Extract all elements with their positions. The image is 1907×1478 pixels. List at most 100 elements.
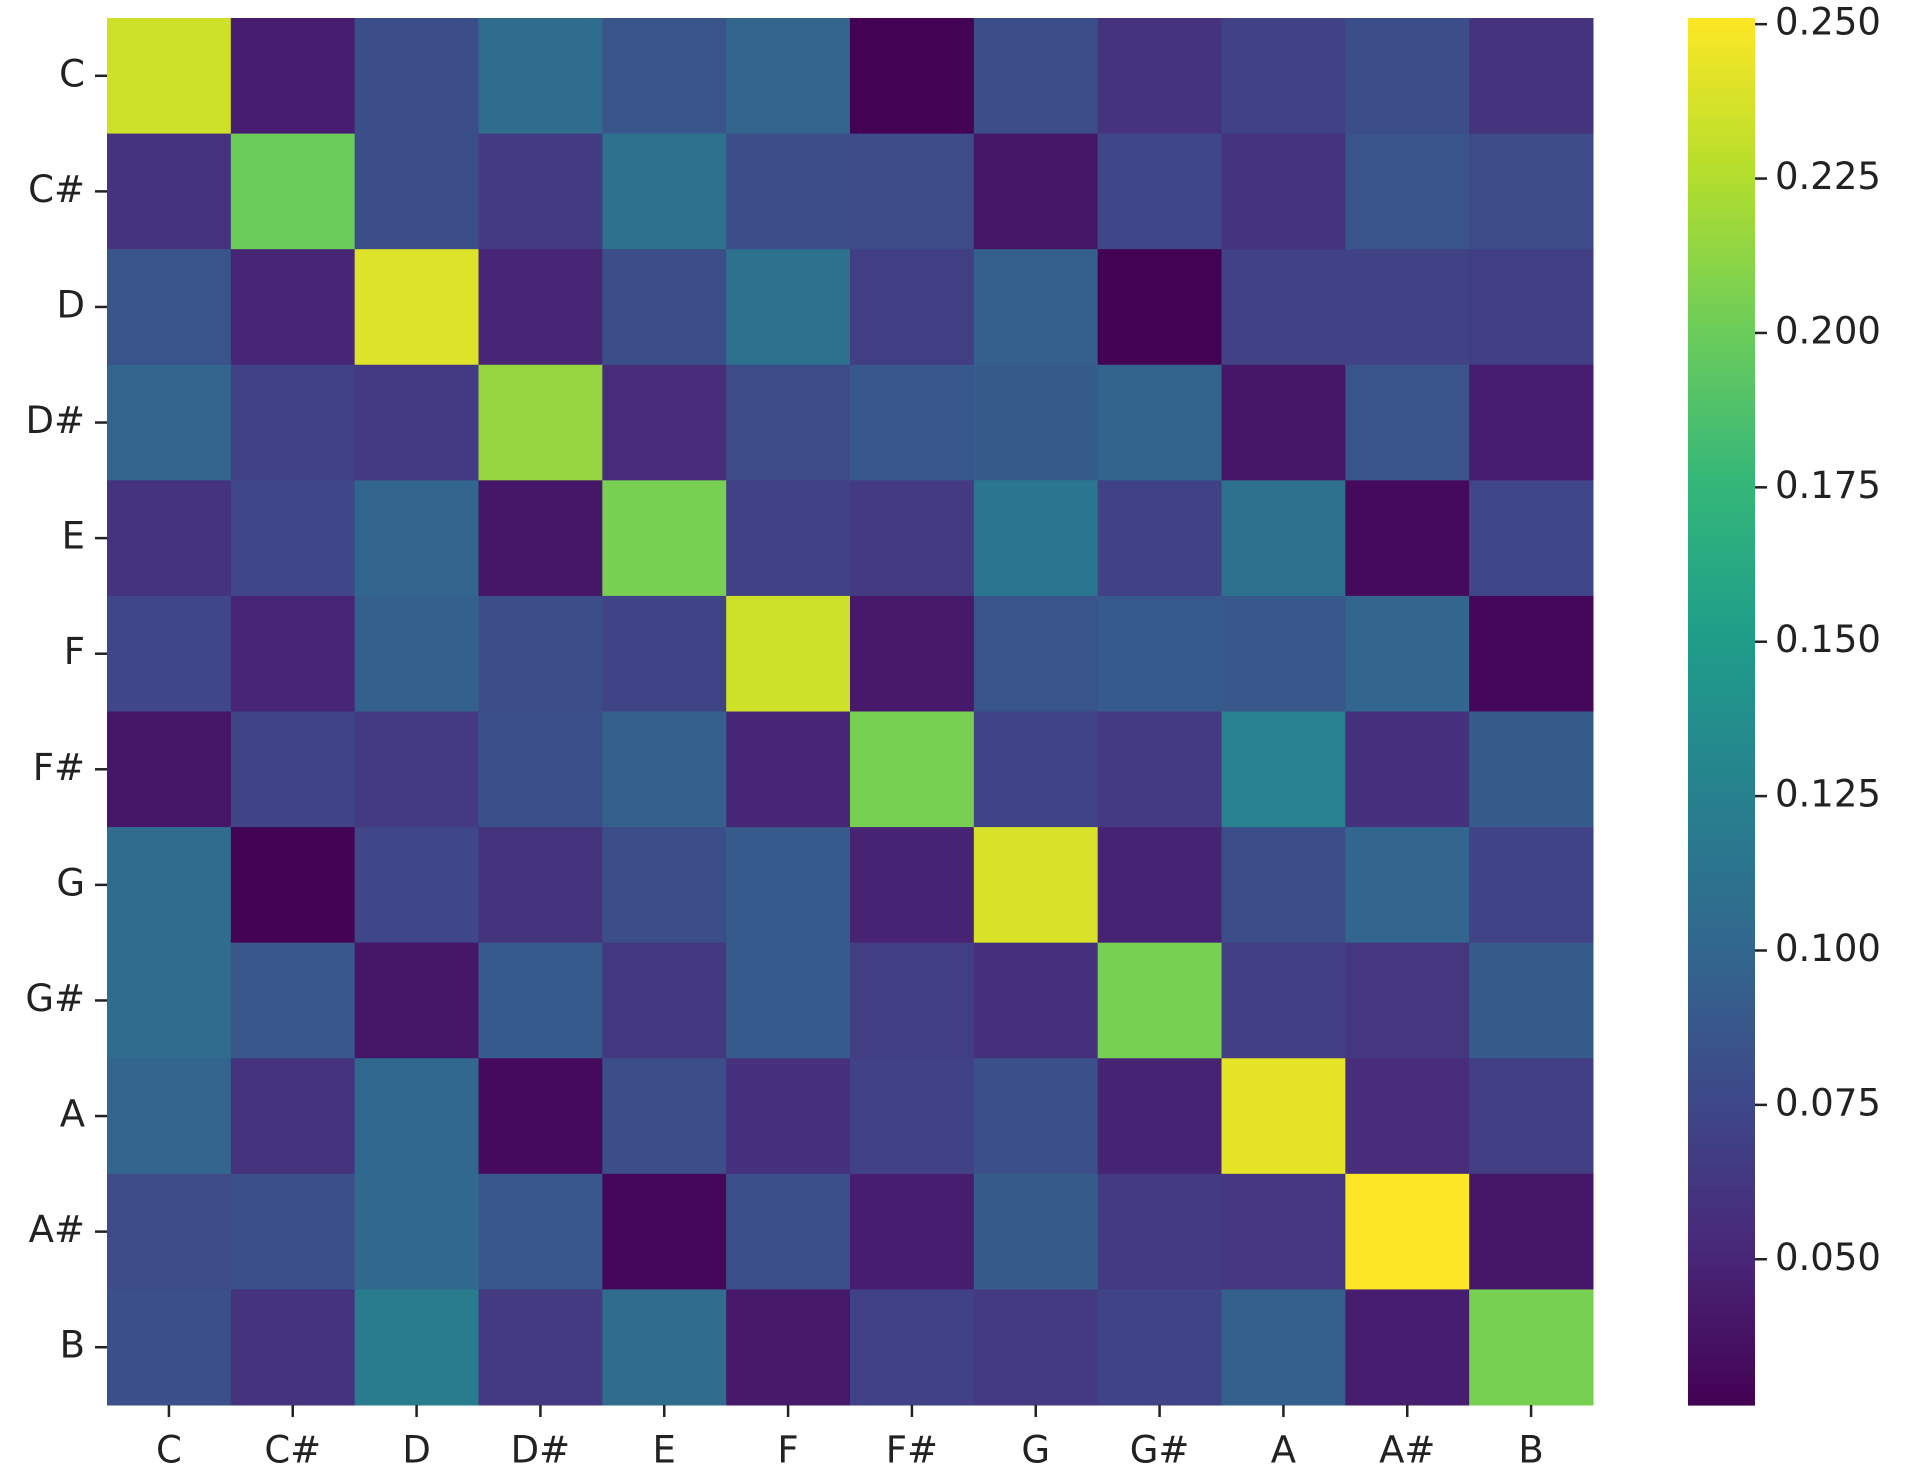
colorbar-segment (1688, 1252, 1755, 1260)
cell (230, 364, 356, 481)
colorbar-segment (1688, 1127, 1755, 1136)
colorbar-segment (1688, 1065, 1755, 1073)
y-tick-label: G (56, 861, 85, 904)
colorbar-segment (1688, 669, 1755, 678)
colorbar-segment (1688, 1363, 1755, 1371)
colorbar-segment (1688, 843, 1755, 851)
cell (1469, 595, 1594, 712)
colorbar-segment (1688, 1300, 1755, 1309)
cell (1221, 1289, 1346, 1406)
colorbar-segment (1688, 912, 1755, 921)
colorbar-segment (1688, 122, 1755, 130)
cell (726, 1058, 851, 1175)
colorbar-segment (1688, 1335, 1755, 1344)
cell (107, 711, 232, 828)
colorbar-segment (1688, 642, 1755, 650)
colorbar-segment (1688, 635, 1755, 643)
colorbar-segment (1688, 905, 1755, 914)
cell (726, 1173, 851, 1290)
cell (602, 595, 727, 712)
colorbar-segment (1688, 766, 1755, 775)
cell (1345, 133, 1470, 250)
colorbar-segment (1688, 1370, 1755, 1378)
colorbar-segment (1688, 1190, 1755, 1198)
colorbar-segment (1688, 1224, 1755, 1233)
colorbar-segment (1688, 302, 1755, 310)
x-tick-label: F (777, 1429, 798, 1472)
colorbar-segment (1688, 253, 1755, 262)
colorbar-segment (1688, 1072, 1755, 1080)
colorbar-segment (1688, 87, 1755, 95)
colorbar-segment (1688, 1259, 1755, 1267)
colorbar-segment (1688, 815, 1755, 824)
colorbar-segment (1688, 1044, 1755, 1052)
y-tick-label: E (62, 515, 85, 558)
colorbar-segment (1688, 940, 1755, 948)
colorbar-segment (1688, 773, 1755, 782)
colorbar-segment (1688, 1169, 1755, 1177)
colorbar-segment (1688, 545, 1755, 553)
colorbar-segment (1688, 1051, 1755, 1059)
colorbar-segment (1688, 683, 1755, 692)
colorbar-segment (1688, 316, 1755, 324)
cell (726, 595, 851, 712)
cell (1097, 711, 1222, 828)
colorbar-segment (1688, 337, 1755, 345)
y-tick-label: B (60, 1324, 85, 1367)
colorbar-tick-label: 0.100 (1775, 927, 1881, 970)
colorbar-segment (1688, 1321, 1755, 1330)
cell (354, 1173, 479, 1290)
cell (230, 18, 356, 135)
colorbar-segment (1688, 593, 1755, 602)
colorbar-segment (1688, 1113, 1755, 1122)
colorbar-segment (1688, 975, 1755, 983)
colorbar-segment (1688, 656, 1755, 664)
x-tick-label: A (1271, 1429, 1296, 1472)
colorbar-segment (1688, 1176, 1755, 1184)
cell (850, 595, 975, 712)
cell (973, 711, 1099, 828)
cell (1345, 595, 1470, 712)
cell (478, 133, 603, 250)
colorbar-segment (1688, 565, 1755, 574)
colorbar-segment (1688, 295, 1755, 303)
cell (478, 827, 603, 944)
colorbar-segment (1688, 718, 1755, 726)
colorbar-segment (1688, 1079, 1755, 1087)
cell (850, 827, 975, 944)
cell (478, 1173, 603, 1290)
colorbar-segment (1688, 829, 1755, 837)
colorbar-segment (1688, 1314, 1755, 1323)
colorbar-segment (1688, 371, 1755, 380)
colorbar-segment (1688, 288, 1755, 296)
cell (354, 711, 479, 828)
cell (1221, 480, 1346, 597)
colorbar-segment (1688, 177, 1755, 186)
colorbar-segment (1688, 524, 1755, 532)
colorbar-segment (1688, 184, 1755, 192)
colorbar-segment (1688, 101, 1755, 109)
colorbar-segment (1688, 1307, 1755, 1316)
cell (1221, 364, 1346, 481)
colorbar-segment (1688, 1099, 1755, 1108)
cell (973, 18, 1099, 135)
cell (850, 133, 975, 250)
colorbar-segment (1688, 621, 1755, 629)
cell (354, 133, 479, 250)
cell (230, 827, 356, 944)
colorbar-segment (1688, 489, 1755, 498)
cell (230, 942, 356, 1059)
colorbar-segment (1688, 357, 1755, 366)
y-tick-label: A (60, 1093, 85, 1136)
cell (478, 595, 603, 712)
colorbar-segment (1688, 711, 1755, 720)
colorbar-segment (1688, 80, 1755, 88)
y-tick-label: D (57, 283, 86, 326)
colorbar-segment (1688, 1009, 1755, 1018)
colorbar-segment (1688, 850, 1755, 858)
cell (354, 827, 479, 944)
cell (354, 249, 479, 366)
colorbar-segment (1688, 496, 1755, 505)
colorbar-segment (1688, 753, 1755, 761)
